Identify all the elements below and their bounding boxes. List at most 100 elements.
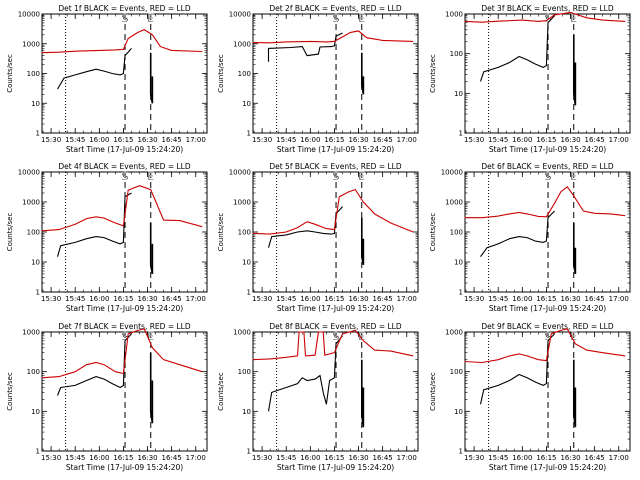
y-tick-label: 1 <box>459 448 463 456</box>
x-tick-label: 15:30 <box>252 295 272 303</box>
x-tick-label: 16:30 <box>137 295 157 303</box>
x-tick-label: 16:00 <box>300 136 320 144</box>
vline-marker-label: S <box>545 170 552 183</box>
x-axis-label: Start Time (17-Jul-09 15:24:20) <box>66 145 183 154</box>
x-tick-label: 16:15 <box>536 136 556 144</box>
x-tick-label: 16:45 <box>162 454 182 462</box>
x-tick-label: 16:45 <box>585 295 605 303</box>
y-tick-label: 10 <box>454 408 463 416</box>
x-axis-label: Start Time (17-Jul-09 15:24:20) <box>66 304 183 313</box>
chart-panel-5: Det 5f BLACK = Events, RED = LLD Counts/s… <box>217 162 419 313</box>
y-tick-label: 1 <box>36 289 40 297</box>
x-tick-label: 16:00 <box>300 295 320 303</box>
series-line-events-segment <box>360 359 365 428</box>
vline-marker-label: S <box>122 330 129 343</box>
chart-title: Det 5f BLACK = Events, RED = LLD <box>269 162 402 171</box>
x-tick-label: 16:15 <box>324 295 344 303</box>
x-tick-label: 16:15 <box>536 454 556 462</box>
series-line-lld <box>464 328 626 364</box>
x-tick-label: 16:00 <box>89 454 109 462</box>
x-tick-label: 16:30 <box>560 136 580 144</box>
series-line-events <box>479 15 555 82</box>
y-tick-label: 1000 <box>445 329 463 337</box>
x-tick-label: 17:00 <box>186 136 206 144</box>
y-tick-label: 100 <box>450 368 463 376</box>
x-tick-label: 15:45 <box>276 295 296 303</box>
x-tick-label: 15:30 <box>41 295 61 303</box>
vline-marker-label: S <box>333 170 340 183</box>
series-line-events-segment <box>360 217 365 266</box>
x-tick-label: 15:45 <box>276 136 296 144</box>
x-tick-label: 17:00 <box>397 136 417 144</box>
vline-marker-label: S <box>122 12 129 25</box>
x-tick-label: 16:00 <box>89 295 109 303</box>
vline-marker-label: E <box>570 170 577 183</box>
y-tick-label: 1 <box>247 289 251 297</box>
y-tick-label: 1000 <box>233 199 251 207</box>
y-tick-label: 10000 <box>229 169 251 177</box>
x-tick-label: 15:30 <box>252 136 272 144</box>
vline-marker-label: S <box>122 170 129 183</box>
y-tick-label: 10 <box>454 90 463 98</box>
series-line-lld <box>252 329 414 361</box>
series-line-events <box>267 206 343 248</box>
x-tick-label: 15:30 <box>464 295 484 303</box>
y-axis-label: Counts/sec <box>217 54 225 93</box>
series-line-lld <box>41 28 203 54</box>
series-line-events <box>267 32 343 62</box>
y-tick-label: 100 <box>450 50 463 58</box>
series-line-events-segment <box>149 52 154 104</box>
x-tick-label: 16:00 <box>300 454 320 462</box>
x-tick-label: 16:15 <box>536 295 556 303</box>
chart-panel-1: Det 1f BLACK = Events, RED = LLD Counts/s… <box>6 4 208 154</box>
plot-frame <box>464 331 631 452</box>
y-tick-label: 100 <box>238 368 251 376</box>
x-tick-label: 16:45 <box>162 136 182 144</box>
x-tick-label: 16:15 <box>113 136 133 144</box>
chart-title: Det 8f BLACK = Events, RED = LLD <box>269 322 402 331</box>
x-tick-label: 16:30 <box>348 136 368 144</box>
x-tick-label: 16:15 <box>113 454 133 462</box>
y-tick-label: 100 <box>27 229 40 237</box>
series-line-events-segment <box>572 359 577 428</box>
x-tick-label: 16:00 <box>512 454 532 462</box>
y-tick-label: 10000 <box>18 169 40 177</box>
x-tick-label: 16:45 <box>373 136 393 144</box>
chart-title: Det 9f BLACK = Events, RED = LLD <box>481 322 614 331</box>
y-axis-label: Counts/sec <box>6 372 14 411</box>
x-tick-label: 17:00 <box>186 295 206 303</box>
y-axis-label: Counts/sec <box>429 372 437 411</box>
x-tick-label: 15:45 <box>65 295 85 303</box>
x-axis-label: Start Time (17-Jul-09 15:24:20) <box>277 463 394 472</box>
y-tick-label: 100 <box>238 229 251 237</box>
plot-frame <box>464 13 631 134</box>
x-tick-label: 15:45 <box>488 136 508 144</box>
y-tick-label: 10 <box>454 259 463 267</box>
y-tick-label: 1 <box>247 130 251 138</box>
x-tick-label: 15:30 <box>252 454 272 462</box>
x-tick-label: 15:30 <box>464 136 484 144</box>
x-tick-label: 17:00 <box>609 454 629 462</box>
y-tick-label: 10 <box>31 259 40 267</box>
plot-frame <box>252 171 419 293</box>
x-axis-label: Start Time (17-Jul-09 15:24:20) <box>277 145 394 154</box>
y-tick-label: 10 <box>31 100 40 108</box>
x-tick-label: 17:00 <box>186 454 206 462</box>
x-tick-label: 15:45 <box>488 454 508 462</box>
x-tick-label: 17:00 <box>397 295 417 303</box>
x-tick-label: 16:00 <box>512 136 532 144</box>
y-tick-label: 1000 <box>445 199 463 207</box>
x-tick-label: 16:00 <box>512 295 532 303</box>
y-tick-label: 1000 <box>22 199 40 207</box>
y-tick-label: 1000 <box>22 329 40 337</box>
y-tick-label: 1000 <box>233 40 251 48</box>
x-tick-label: 16:45 <box>373 454 393 462</box>
x-tick-label: 16:15 <box>324 454 344 462</box>
series-line-lld <box>41 328 203 379</box>
y-axis-label: Counts/sec <box>6 213 14 252</box>
y-tick-label: 10 <box>242 408 251 416</box>
x-tick-label: 15:30 <box>41 136 61 144</box>
x-tick-label: 15:45 <box>65 454 85 462</box>
x-tick-label: 15:30 <box>464 454 484 462</box>
